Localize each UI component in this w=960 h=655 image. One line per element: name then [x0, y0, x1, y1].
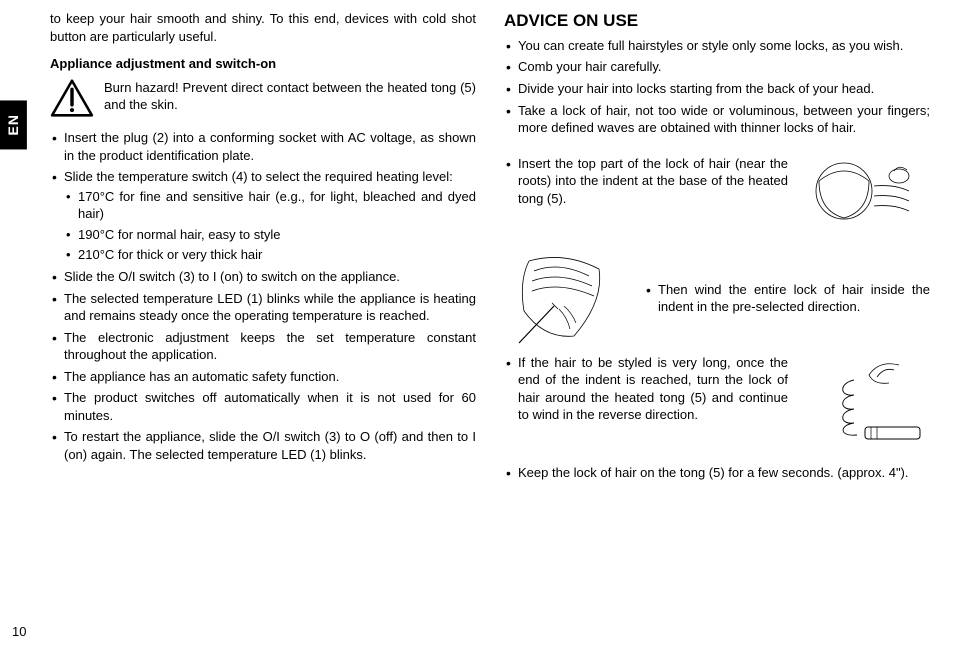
advice-item: Take a lock of hair, not too wide or vol…: [504, 102, 930, 137]
section-heading-adjustment: Appliance adjustment and switch-on: [50, 55, 476, 73]
instruction-list: Insert the plug (2) into a conforming so…: [50, 129, 476, 463]
advice-text-block: Insert the top part of the lock of hair …: [504, 155, 788, 212]
temp-item: 210°C for thick or very thick hair: [64, 246, 476, 264]
temperature-sublist: 170°C for fine and sensitive hair (e.g.,…: [64, 188, 476, 264]
two-column-layout: to keep your hair smooth and shiny. To t…: [50, 10, 930, 485]
right-column: ADVICE ON USE You can create full hairst…: [504, 10, 930, 485]
advice-title: ADVICE ON USE: [504, 10, 930, 33]
instruction-item: The appliance has an automatic safety fu…: [50, 368, 476, 386]
hair-illustration-2: [504, 251, 634, 346]
language-tab: EN: [0, 100, 27, 149]
advice-item: If the hair to be styled is very long, o…: [504, 354, 788, 424]
advice-with-image-1: Insert the top part of the lock of hair …: [504, 155, 930, 245]
advice-with-image-2: Then wind the entire lock of hair inside…: [504, 251, 930, 346]
instruction-item: The selected temperature LED (1) blinks …: [50, 290, 476, 325]
advice-item: You can create full hairstyles or style …: [504, 37, 930, 55]
temp-item: 170°C for fine and sensitive hair (e.g.,…: [64, 188, 476, 223]
instruction-item: Slide the O/I switch (3) to I (on) to sw…: [50, 268, 476, 286]
warning-icon: [50, 79, 94, 122]
page-number: 10: [12, 623, 26, 641]
instruction-item: The product switches off automatically w…: [50, 389, 476, 424]
advice-item: Then wind the entire lock of hair inside…: [644, 281, 930, 316]
advice-list: You can create full hairstyles or style …: [504, 37, 930, 137]
advice-text-block: If the hair to be styled is very long, o…: [504, 354, 788, 428]
advice-item: Insert the top part of the lock of hair …: [504, 155, 788, 208]
instruction-item: The electronic adjustment keeps the set …: [50, 329, 476, 364]
instruction-item: To restart the appliance, slide the O/I …: [50, 428, 476, 463]
hair-illustration-3: [798, 354, 930, 444]
hair-illustration-1: [798, 155, 930, 245]
burn-hazard-warning: Burn hazard! Prevent direct contact betw…: [50, 79, 476, 122]
left-column: to keep your hair smooth and shiny. To t…: [50, 10, 476, 485]
intro-text: to keep your hair smooth and shiny. To t…: [50, 10, 476, 45]
advice-item: Comb your hair carefully.: [504, 58, 930, 76]
warning-text: Burn hazard! Prevent direct contact betw…: [104, 79, 476, 114]
temp-item: 190°C for normal hair, easy to style: [64, 226, 476, 244]
instruction-item: Slide the temperature switch (4) to sele…: [50, 168, 476, 264]
advice-item: Keep the lock of hair on the tong (5) fo…: [504, 464, 930, 482]
advice-text-block: Then wind the entire lock of hair inside…: [644, 251, 930, 346]
advice-list-final: Keep the lock of hair on the tong (5) fo…: [504, 464, 930, 482]
instruction-item: Insert the plug (2) into a conforming so…: [50, 129, 476, 164]
instruction-text: Slide the temperature switch (4) to sele…: [64, 169, 453, 184]
advice-with-image-3: If the hair to be styled is very long, o…: [504, 354, 930, 444]
advice-item: Divide your hair into locks starting fro…: [504, 80, 930, 98]
